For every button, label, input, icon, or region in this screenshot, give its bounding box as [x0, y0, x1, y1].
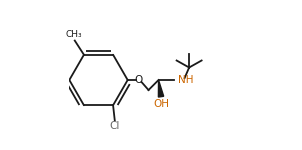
- Text: NH: NH: [178, 75, 194, 85]
- Text: CH₃: CH₃: [66, 30, 82, 39]
- Text: Cl: Cl: [110, 121, 120, 131]
- Text: OH: OH: [154, 99, 170, 109]
- Polygon shape: [158, 80, 164, 97]
- Text: O: O: [134, 75, 143, 85]
